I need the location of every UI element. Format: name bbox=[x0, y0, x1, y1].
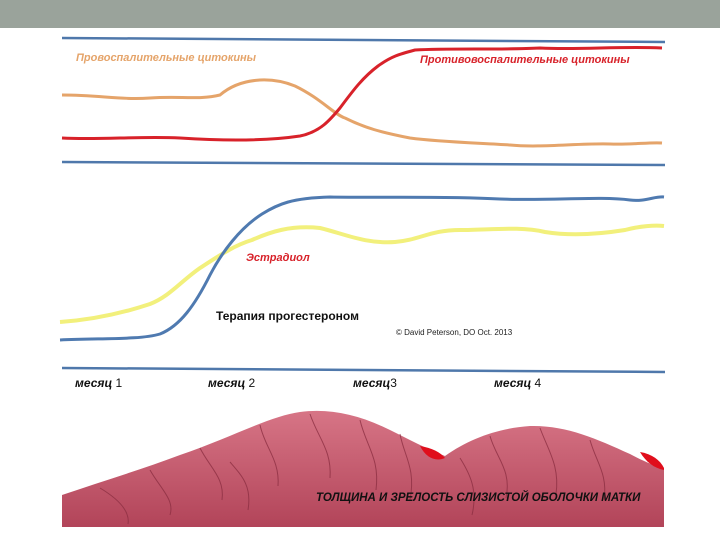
tissue-highlight-2 bbox=[640, 452, 664, 470]
estradiol-curve bbox=[59, 223, 665, 324]
divider-top bbox=[61, 36, 666, 44]
progesterone-therapy-label: Терапия прогестероном bbox=[216, 309, 359, 323]
month-2-label: месяц 2 bbox=[208, 376, 256, 390]
month-1-label: месяц 1 bbox=[75, 376, 123, 390]
top-bar bbox=[0, 0, 720, 28]
divider-middle bbox=[61, 160, 666, 167]
divider-bottom bbox=[61, 366, 666, 374]
anti-inflammatory-label: Противовоспалительные цитокины bbox=[420, 54, 630, 66]
tissue-veins bbox=[99, 413, 606, 525]
proinflammatory-curve bbox=[61, 78, 663, 148]
proinflammatory-label: Провоспалительные цитокины bbox=[76, 52, 257, 64]
tissue-highlight-1 bbox=[420, 446, 445, 460]
copyright-text: © David Peterson, DO Oct. 2013 bbox=[396, 328, 513, 337]
month-4-label: месяц 4 bbox=[494, 376, 542, 390]
endometrium-caption: ТОЛЩИНА И ЗРЕЛОСТЬ СЛИЗИСТОЙ ОБОЛОЧКИ МА… bbox=[316, 492, 641, 504]
estradiol-label: Эстрадиол bbox=[246, 252, 310, 264]
progesterone-curve bbox=[59, 195, 665, 342]
month-3-label: месяц3 bbox=[353, 376, 397, 390]
anti-inflammatory-curve bbox=[61, 45, 663, 142]
endometrium-tissue bbox=[62, 410, 664, 527]
